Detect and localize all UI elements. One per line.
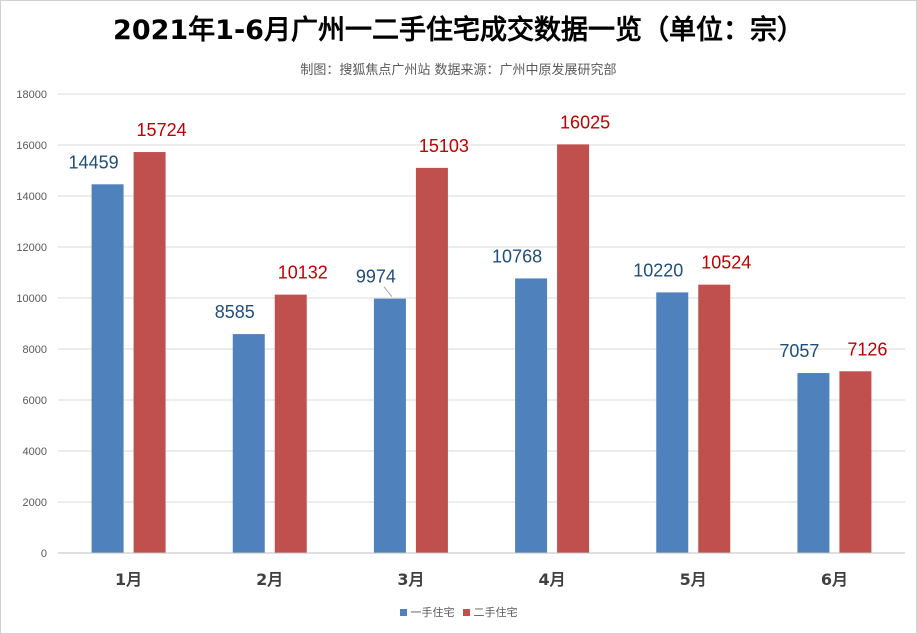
bar-new — [232, 334, 265, 553]
legend-swatch — [462, 608, 470, 616]
data-label: 10220 — [633, 260, 683, 280]
x-tick-label: 2月 — [256, 570, 283, 589]
bar-resale — [133, 152, 166, 553]
data-label: 10768 — [492, 246, 542, 266]
bar-new — [373, 298, 406, 553]
legend-swatch — [399, 608, 407, 616]
y-tick-label: 0 — [41, 548, 47, 560]
legend-item: 二手住宅 — [462, 604, 518, 620]
data-label: 7057 — [779, 341, 819, 361]
bar-resale — [698, 284, 731, 553]
x-tick-label: 1月 — [115, 570, 142, 589]
data-label: 15724 — [137, 120, 187, 140]
y-tick-label: 8000 — [23, 344, 47, 356]
x-tick-label: 6月 — [821, 570, 848, 589]
y-tick-label: 6000 — [23, 395, 47, 407]
chart-subtitle: 制图：搜狐焦点广州站 数据来源：广州中原发展研究部 — [300, 63, 617, 78]
legend-label: 一手住宅 — [410, 606, 455, 619]
data-label: 10524 — [701, 253, 751, 273]
y-tick-label: 16000 — [16, 140, 47, 152]
chart-legend: 一手住宅 二手住宅 — [0, 604, 917, 620]
y-tick-label: 12000 — [16, 242, 47, 254]
label-leader-line — [383, 286, 393, 297]
y-tick-label: 4000 — [23, 446, 47, 458]
bar-new — [515, 278, 548, 553]
data-label: 14459 — [69, 152, 119, 172]
x-tick-label: 3月 — [397, 570, 424, 589]
legend-item: 一手住宅 — [399, 604, 455, 620]
data-label: 8585 — [215, 302, 255, 322]
data-label: 15103 — [419, 136, 469, 156]
x-tick-label: 4月 — [539, 570, 566, 589]
data-label: 7126 — [847, 339, 887, 359]
bar-resale — [415, 167, 448, 553]
x-tick-label: 5月 — [680, 570, 707, 589]
bar-new — [91, 184, 124, 553]
legend-label: 二手住宅 — [473, 606, 518, 619]
bar-resale — [557, 144, 590, 554]
bar-resale — [839, 371, 872, 553]
data-label: 16025 — [560, 112, 610, 132]
bar-new — [797, 373, 830, 553]
bar-resale — [274, 294, 307, 553]
chart-title: 2021年1-6月广州一二手住宅成交数据一览（单位：宗） — [113, 15, 804, 46]
data-label: 10132 — [278, 263, 328, 283]
y-tick-label: 2000 — [23, 497, 47, 509]
bar-new — [656, 292, 689, 553]
y-tick-label: 18000 — [16, 89, 47, 101]
y-tick-label: 14000 — [16, 191, 47, 203]
y-tick-label: 10000 — [16, 293, 47, 305]
data-label: 9974 — [356, 267, 396, 287]
